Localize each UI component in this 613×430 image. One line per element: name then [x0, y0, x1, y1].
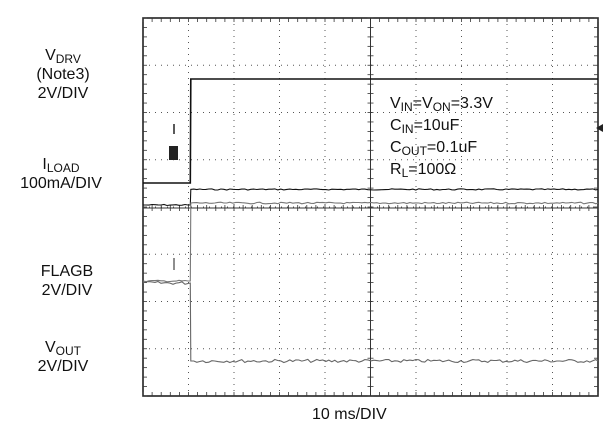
label-flagb: FLAGB 2V/DIV — [22, 262, 112, 300]
cond-line-3: COUT=0.1uF — [390, 139, 478, 158]
trace-vout — [142, 201, 599, 283]
cond-line-2: CIN=10uF — [390, 117, 460, 136]
vout-main: V — [44, 339, 56, 356]
iload-main: I — [42, 156, 47, 173]
vout-scale: 2V/DIV — [37, 358, 89, 375]
test-conditions: VIN=VON=3.3V CIN=10uF COUT=0.1uF RL=100Ω — [390, 93, 493, 181]
cond-line-1: VIN=VON=3.3V — [390, 95, 493, 114]
vdrv-main: V — [45, 47, 56, 64]
header-blank — [310, 0, 550, 14]
label-vdrv: VDRV (Note3) 2V/DIV — [18, 46, 108, 103]
flagb-main: FLAGB — [40, 263, 94, 280]
cond-line-4: RL=100Ω — [390, 161, 457, 180]
x-axis-label: 10 ms/DIV — [312, 406, 387, 423]
trigger-marker — [169, 146, 178, 160]
vdrv-note: (Note3) — [36, 66, 90, 83]
vdrv-sub: DRV — [55, 52, 81, 66]
vout-sub: OUT — [55, 344, 81, 358]
label-vout: VOUT 2V/DIV — [18, 338, 108, 376]
trace-iload — [143, 188, 599, 207]
flagb-scale: 2V/DIV — [41, 282, 93, 299]
trace-flagb — [142, 280, 599, 364]
trace-vdrv — [143, 78, 598, 184]
vdrv-scale: 2V/DIV — [37, 85, 89, 102]
iload-scale: 100mA/DIV — [20, 175, 102, 192]
label-iload: ILOAD 100mA/DIV — [6, 155, 116, 193]
iload-sub: LOAD — [46, 161, 80, 175]
trigger-level-arrow — [596, 124, 603, 132]
